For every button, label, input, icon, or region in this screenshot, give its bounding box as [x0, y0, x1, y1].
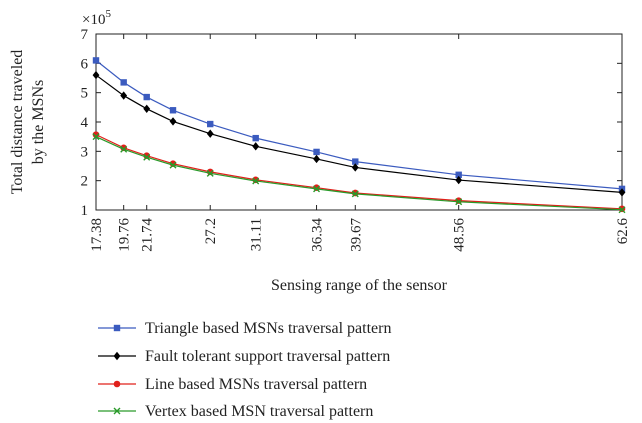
legend-item: Fault tolerant support traversal pattern: [98, 348, 390, 365]
data-point: [252, 177, 260, 185]
series-line: [95, 74, 623, 193]
y-axis-multiplier: ×105: [82, 8, 111, 28]
legend-label: Triangle based MSNs traversal pattern: [145, 320, 391, 337]
data-point: [313, 185, 321, 193]
data-point: [92, 133, 100, 141]
data-point: [618, 188, 626, 197]
data-point: [92, 70, 100, 80]
series: [92, 131, 626, 213]
x-tick-label: 19.76: [117, 218, 133, 252]
x-tick-label: 27.2: [203, 218, 219, 244]
series: [92, 70, 626, 197]
data-point: [313, 154, 320, 164]
data-point: [455, 171, 462, 178]
x-axis-label: Sensing range of the sensor: [271, 277, 448, 294]
data-point: [206, 169, 214, 177]
x-tick-label: 31.11: [249, 218, 265, 251]
y-tick-label: 6: [81, 56, 89, 72]
series-line: [95, 134, 623, 210]
y-tick-label: 2: [81, 174, 89, 190]
data-point: [120, 145, 128, 153]
x-axis: 17.38 19.76 21.74 27.2 31.11 36.34 39.67 48.56 6…: [89, 34, 631, 252]
data-point: [169, 107, 177, 114]
x-tick-label: 21.74: [140, 218, 156, 252]
data-point: [169, 161, 177, 169]
data-point: [313, 184, 320, 192]
data-point: [207, 120, 214, 128]
data-point: [252, 134, 259, 142]
y-axis: 1 2 3 4 5 6 7: [81, 27, 622, 219]
y-axis-label-line-1: Total distance traveled: [9, 50, 26, 195]
series-line: [95, 59, 623, 190]
y-tick-label: 7: [81, 27, 89, 43]
legend: Triangle based MSNs traversal pattern Fau…: [98, 320, 391, 420]
x-tick-label: 48.56: [452, 218, 468, 252]
data-point: [92, 131, 100, 138]
data-point: [143, 153, 151, 161]
y-tick-label: 1: [81, 203, 89, 219]
data-point: [113, 407, 121, 415]
legend-label: Fault tolerant support traversal pattern: [145, 348, 390, 365]
y-tick-label: 3: [81, 144, 89, 160]
x-tick-label: 17.38: [89, 218, 105, 252]
data-point: [120, 91, 128, 100]
data-point: [113, 324, 121, 332]
y-tick-label: 4: [81, 115, 89, 131]
data-point: [252, 142, 260, 151]
data-point: [252, 176, 260, 184]
data-point: [455, 175, 463, 185]
series: [92, 133, 626, 214]
series-line: [95, 136, 623, 211]
series-layer: [92, 57, 626, 214]
y-multiplier-base: ×10: [82, 12, 105, 28]
data-point: [143, 93, 150, 101]
data-point: [113, 351, 121, 361]
data-point: [351, 190, 359, 198]
x-tick-label: 39.67: [348, 218, 364, 252]
data-point: [351, 163, 359, 172]
data-point: [313, 148, 320, 156]
data-point: [455, 197, 462, 204]
data-point: [352, 158, 359, 165]
y-multiplier-exponent: 5: [105, 8, 111, 20]
x-tick-label: 36.34: [310, 218, 326, 252]
legend-item: Triangle based MSNs traversal pattern: [98, 320, 391, 337]
data-point: [143, 104, 151, 113]
data-point: [92, 57, 100, 64]
legend-label: Vertex based MSN traversal pattern: [145, 403, 373, 420]
data-point: [618, 206, 626, 214]
data-point: [455, 198, 463, 206]
y-axis-label-line-2: by the MSNs: [30, 80, 47, 164]
data-point: [206, 129, 214, 138]
data-point: [169, 117, 177, 126]
legend-item: Line based MSNs traversal pattern: [98, 376, 367, 393]
legend-label: Line based MSNs traversal pattern: [145, 376, 367, 393]
data-point: [113, 380, 121, 388]
y-tick-label: 5: [81, 86, 89, 102]
data-point: [120, 79, 127, 86]
x-tick-label: 62.6: [615, 218, 631, 245]
legend-item: Vertex based MSN traversal pattern: [98, 403, 373, 420]
